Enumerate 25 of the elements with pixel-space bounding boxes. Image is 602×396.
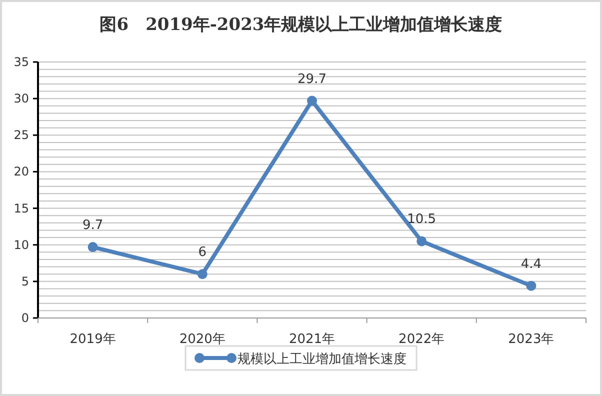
data-label: 4.4 — [520, 256, 542, 272]
point — [526, 280, 536, 291]
data-label: 29.7 — [298, 72, 326, 87]
data-label: 6 — [198, 245, 207, 260]
y-tick-label: 10 — [14, 238, 29, 252]
data-label: 10.5 — [407, 212, 436, 228]
data-label: 9.7 — [82, 218, 104, 234]
point — [307, 96, 317, 106]
x-tick-label: 2021年 — [288, 332, 336, 347]
x-tick-label: 2022年 — [398, 332, 445, 347]
y-tick-label: 15 — [14, 201, 29, 216]
y-tick-label: 20 — [14, 164, 29, 179]
y-tick-label: 5 — [21, 274, 29, 288]
x-tick-label: 2019年 — [70, 332, 116, 347]
x-tick-label: 2023年 — [508, 332, 554, 347]
y-tick-label: 35 — [14, 55, 29, 69]
y-tick-label: 25 — [14, 128, 29, 142]
legend-label: 规模以上工业增加值增长速度 — [238, 351, 406, 367]
point — [197, 269, 208, 280]
point — [88, 242, 98, 252]
y-tick-label: 30 — [14, 92, 29, 106]
y-tick-label: 0 — [21, 311, 29, 325]
point — [416, 236, 427, 246]
chart-title: 图6 2019年-2023年规模以上工业增加值增长速度 — [100, 15, 502, 35]
x-tick-label: 2020年 — [179, 332, 226, 347]
